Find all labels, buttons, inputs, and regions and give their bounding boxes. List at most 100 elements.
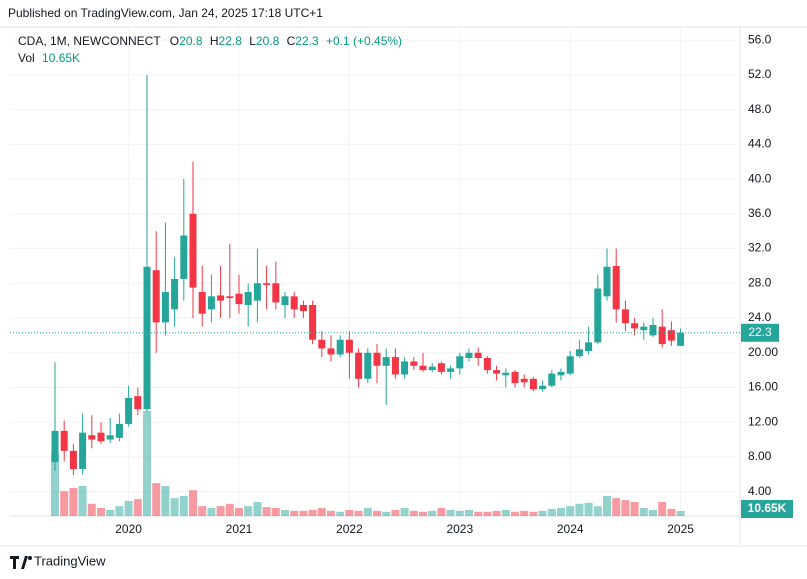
volume-bar — [455, 510, 464, 516]
candle-body — [603, 266, 611, 297]
candle-body — [612, 265, 620, 310]
y-tick-label: 12.00 — [748, 414, 778, 428]
candle-body — [447, 368, 455, 372]
candle-body — [382, 357, 390, 366]
y-tick-label: 40.0 — [748, 171, 772, 185]
candle-body — [575, 349, 583, 357]
candle-body — [401, 361, 409, 375]
brand-name: TradingView — [34, 553, 106, 568]
volume-bar — [327, 510, 335, 516]
low-label: L — [249, 34, 256, 48]
volume-bar — [474, 511, 483, 516]
candle-body — [244, 291, 252, 305]
volume-title: Vol — [18, 51, 35, 65]
volume-bar — [566, 506, 575, 516]
volume-bar — [382, 511, 391, 516]
candle-body — [272, 283, 280, 303]
volume-bar — [409, 510, 418, 516]
candle-body — [373, 352, 381, 366]
y-tick-label: 48.0 — [748, 102, 772, 116]
candle-body — [235, 293, 243, 305]
candle-body — [88, 435, 96, 440]
volume-bar — [216, 506, 225, 516]
volume-bar — [547, 508, 556, 516]
volume-bar — [658, 501, 667, 516]
candle-body — [189, 213, 197, 288]
y-tick-label: 36.0 — [748, 206, 772, 220]
candle-body — [207, 296, 215, 310]
close-value: 22.3 — [295, 34, 319, 48]
candle-body — [161, 291, 169, 323]
candle-body — [115, 423, 123, 438]
candle-body — [263, 283, 271, 286]
candle-body — [318, 339, 326, 349]
volume-bar — [354, 510, 363, 516]
open-label: O — [170, 34, 179, 48]
plot-area — [10, 28, 740, 516]
volume-bar — [520, 510, 529, 516]
volume-bar — [207, 508, 216, 516]
candle-body — [198, 291, 206, 314]
candle-body — [502, 372, 510, 376]
volume-bar — [501, 509, 510, 516]
candle-body — [152, 270, 160, 323]
volume-bar — [152, 483, 161, 516]
candle-body — [125, 397, 133, 424]
candle-body — [226, 296, 234, 299]
y-tick-label: 20.00 — [748, 345, 778, 359]
volume-bar — [630, 501, 639, 516]
y-tick-label: 16.00 — [748, 380, 778, 394]
last-price-tag — [741, 323, 779, 342]
volume-bar — [106, 509, 115, 516]
candle-body — [428, 366, 436, 371]
volume-bar — [649, 509, 657, 516]
high-label: H — [210, 34, 219, 48]
candle-body — [483, 357, 491, 371]
x-tick-label: 2021 — [226, 522, 253, 536]
candle-body — [51, 430, 59, 463]
last-volume-label: 10.65K — [748, 501, 787, 515]
volume-bar — [235, 508, 243, 516]
candle-body — [290, 296, 298, 310]
candle-body — [677, 332, 685, 346]
volume-bar — [124, 501, 133, 516]
change-value: +0.1 (+0.45%) — [326, 34, 402, 48]
candle-body — [355, 352, 363, 379]
candle-body — [529, 378, 537, 390]
volume-bar — [60, 491, 69, 516]
candle-body — [566, 356, 574, 374]
candle-body — [631, 323, 639, 329]
volume-bar — [363, 508, 372, 516]
volume-bar — [244, 506, 253, 516]
volume-bar — [373, 510, 381, 516]
candle-body — [456, 356, 464, 369]
volume-bar — [400, 508, 409, 516]
published-note: Published on TradingView.com, Jan 24, 20… — [8, 6, 323, 20]
candle-body — [299, 304, 307, 312]
brand-logo — [10, 556, 32, 569]
x-tick-label: 2022 — [336, 522, 363, 536]
candle-body — [253, 283, 261, 301]
candle-body — [649, 324, 657, 336]
y-tick-label: 52.0 — [748, 67, 772, 81]
candle-body — [557, 371, 565, 376]
candle-body — [539, 385, 547, 390]
candle-body — [658, 326, 666, 345]
candle-body — [410, 361, 418, 366]
volume-bar — [198, 506, 207, 516]
volume-bar — [271, 508, 280, 516]
candle-body — [364, 352, 372, 379]
candle-body — [585, 342, 593, 352]
logo-mark — [10, 556, 28, 569]
volume-bar — [179, 495, 188, 516]
volume-bar — [612, 498, 621, 516]
candle-body — [511, 371, 519, 384]
candle-body — [419, 365, 427, 371]
candle-body — [474, 352, 482, 358]
candle-body — [640, 326, 648, 331]
last-price-label: 22.3 — [748, 325, 772, 339]
volume-bar — [87, 503, 96, 516]
volume-bar — [538, 510, 547, 516]
